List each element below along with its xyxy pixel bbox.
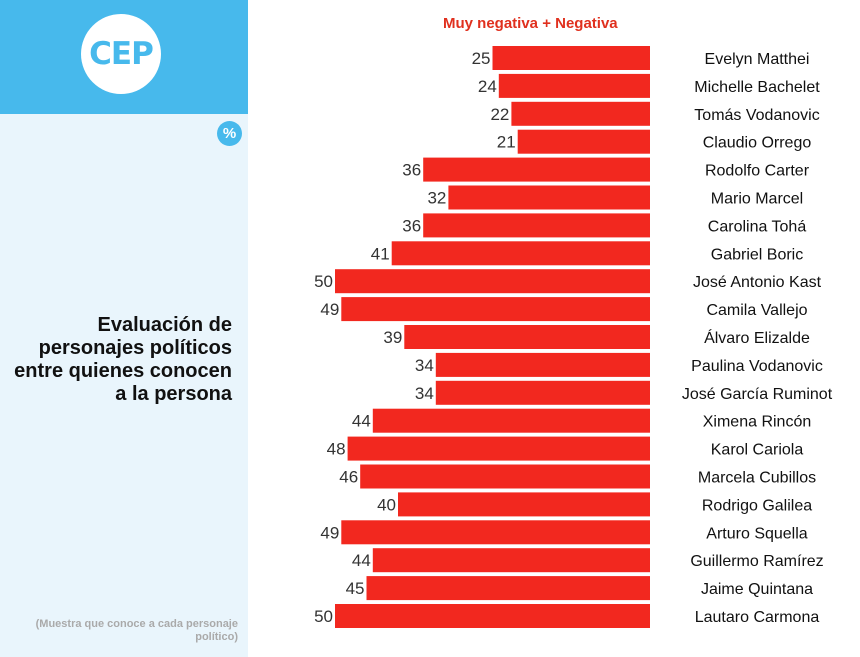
bar bbox=[404, 325, 650, 349]
category-label: José García Ruminot bbox=[682, 386, 833, 403]
value-label: 44 bbox=[352, 412, 371, 431]
bar bbox=[391, 241, 650, 266]
cep-logo: CEP bbox=[81, 14, 161, 94]
category-label: Lautaro Carmona bbox=[695, 609, 820, 626]
value-label: 49 bbox=[320, 523, 339, 542]
value-label: 25 bbox=[472, 49, 491, 68]
chart-title: Evaluación de personajes políticos entre… bbox=[14, 314, 232, 405]
value-label: 50 bbox=[314, 272, 333, 291]
bar bbox=[372, 548, 650, 573]
value-label: 45 bbox=[346, 579, 365, 598]
value-label: 40 bbox=[377, 495, 396, 514]
category-label: Camila Vallejo bbox=[706, 302, 807, 319]
bar bbox=[360, 464, 650, 489]
bar bbox=[366, 576, 650, 601]
category-label: Paulina Vodanovic bbox=[691, 358, 823, 375]
category-label: Marcela Cubillos bbox=[698, 470, 816, 487]
value-label: 49 bbox=[320, 300, 339, 319]
value-label: 21 bbox=[497, 133, 516, 152]
category-label: Claudio Orrego bbox=[703, 135, 812, 152]
percent-badge: % bbox=[217, 121, 242, 146]
category-label: Álvaro Elizalde bbox=[704, 328, 810, 347]
value-label: 41 bbox=[371, 244, 390, 263]
category-label: Jaime Quintana bbox=[701, 581, 813, 598]
logo-text: CEP bbox=[89, 36, 154, 72]
bar bbox=[335, 269, 650, 294]
value-label: 24 bbox=[478, 77, 497, 96]
category-label: Carolina Tohá bbox=[708, 218, 807, 235]
category-label: Karol Cariola bbox=[711, 442, 804, 459]
category-label: Evelyn Matthei bbox=[705, 51, 810, 68]
bar bbox=[492, 46, 650, 70]
value-label: 48 bbox=[327, 440, 346, 459]
category-label: José Antonio Kast bbox=[693, 274, 822, 291]
bar bbox=[341, 297, 650, 322]
value-label: 34 bbox=[415, 356, 434, 375]
bar bbox=[335, 604, 650, 628]
category-label: Ximena Rincón bbox=[703, 414, 812, 431]
bar bbox=[498, 73, 650, 98]
value-label: 22 bbox=[490, 105, 509, 124]
category-label: Rodolfo Carter bbox=[705, 163, 810, 180]
bar bbox=[448, 185, 650, 210]
bar bbox=[435, 380, 650, 405]
value-label: 36 bbox=[402, 216, 421, 235]
category-label: Mario Marcel bbox=[711, 191, 803, 208]
bar bbox=[435, 352, 650, 377]
bar bbox=[372, 408, 650, 433]
category-label: Gabriel Boric bbox=[711, 246, 803, 263]
bar bbox=[398, 492, 650, 517]
value-label: 44 bbox=[352, 551, 371, 570]
bar bbox=[423, 157, 650, 182]
value-label: 39 bbox=[383, 328, 402, 347]
value-label: 50 bbox=[314, 607, 333, 626]
value-label: 36 bbox=[402, 161, 421, 180]
bar bbox=[341, 520, 650, 545]
bar bbox=[511, 101, 650, 126]
bar-chart: 25 Evelyn Matthei 24 Michelle Bachelet 22 Tom… bbox=[314, 46, 833, 628]
value-label: 46 bbox=[339, 468, 358, 487]
series-legend: Muy negativa + Negativa bbox=[443, 15, 618, 32]
category-label: Guillermo Ramírez bbox=[690, 553, 823, 570]
sample-footnote: (Muestra que conoce a cada personaje pol… bbox=[35, 618, 238, 643]
category-label: Tomás Vodanovic bbox=[694, 107, 819, 124]
sidebar-header: CEP bbox=[0, 0, 248, 114]
bar bbox=[423, 213, 650, 238]
category-label: Michelle Bachelet bbox=[694, 79, 820, 96]
bar bbox=[517, 129, 650, 154]
value-label: 34 bbox=[415, 384, 434, 403]
category-label: Arturo Squella bbox=[706, 525, 807, 542]
bar bbox=[347, 436, 650, 461]
category-label: Rodrigo Galilea bbox=[702, 497, 812, 514]
sidebar: CEP % Evaluación de personajes políticos… bbox=[0, 0, 248, 657]
value-label: 32 bbox=[427, 189, 446, 208]
